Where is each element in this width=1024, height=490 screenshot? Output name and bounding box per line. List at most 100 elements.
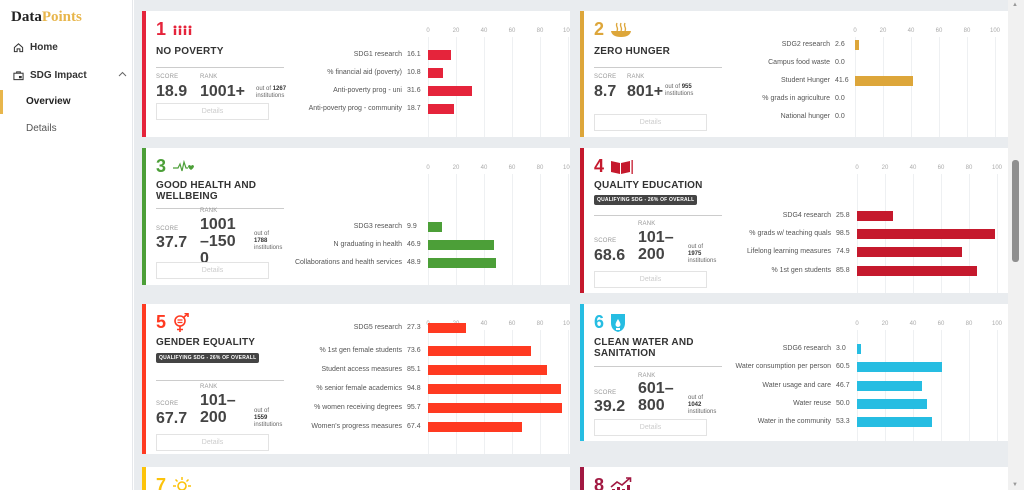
divider	[156, 208, 284, 209]
sdg-title: GENDER EQUALITY	[156, 337, 256, 348]
sdg-color-stripe	[580, 148, 584, 293]
sdg-color-stripe	[142, 467, 146, 490]
institutions-text: institutions	[254, 422, 283, 428]
sidebar-item-sdg-impact[interactable]: SDG Impact	[12, 69, 127, 81]
details-button[interactable]: Details	[156, 434, 269, 451]
metric-value: 27.3	[407, 324, 421, 331]
institutions-text: institutions	[688, 409, 717, 415]
rank-value-text: 601–800	[638, 380, 674, 414]
sidebar-item-home-label: Home	[30, 41, 58, 53]
grid-line	[484, 37, 485, 137]
score-label: SCORE	[156, 226, 179, 232]
grid-line	[456, 174, 457, 285]
axis-tick-label: 20	[452, 28, 460, 34]
active-indicator	[0, 90, 3, 114]
metric-bar	[428, 240, 494, 250]
sidebar-item-home[interactable]: Home	[12, 41, 58, 53]
metric-label: N graduating in health	[333, 241, 403, 248]
rank-out-of: out of 1975 institutions	[688, 244, 716, 265]
metric-bar	[857, 399, 927, 409]
grid-line	[568, 37, 569, 137]
score-label: SCORE	[156, 401, 179, 407]
scrollbar-thumb[interactable]	[1012, 160, 1019, 262]
grid-line	[969, 330, 970, 441]
details-button[interactable]: Details	[594, 114, 707, 131]
metric-bar	[428, 346, 532, 356]
metric-value: 85.8	[836, 267, 850, 274]
metric-bar	[428, 384, 561, 394]
score-value: 18.9	[156, 83, 188, 100]
metric-label: SDG4 research	[782, 212, 831, 219]
institutions-text: institutions	[254, 245, 283, 251]
scroll-up-arrow-icon[interactable]: ▲	[1012, 2, 1018, 8]
metric-label: % 1st gen female students	[319, 347, 403, 354]
sidebar-item-sdg-impact-label: SDG Impact	[30, 69, 87, 81]
metric-bar	[857, 266, 978, 276]
metrics-bar-chart: 0 20 40 60 80 100 SDG1 research 16.1 % financial…	[294, 11, 570, 137]
rank-value-text: 801+	[627, 83, 664, 100]
axis-tick-label: 100	[562, 28, 570, 34]
metric-label: Water in the community	[757, 418, 831, 425]
qualifying-badge: QUALIFYING SDG - 26% OF OVERALL	[594, 195, 698, 205]
metric-value: 94.8	[407, 385, 421, 392]
sidebar-item-overview[interactable]: Overview	[26, 96, 71, 107]
sidebar-item-details[interactable]: Details	[26, 123, 57, 134]
out-of-text: out of	[688, 395, 704, 401]
rank-out-of: out of 1267 institutions	[256, 86, 286, 100]
score-label: SCORE	[594, 74, 617, 80]
scroll-down-arrow-icon[interactable]: ▼	[1012, 482, 1018, 488]
divider	[156, 380, 284, 381]
logo-text-points: Points	[41, 9, 82, 25]
details-button[interactable]: Details	[156, 103, 269, 120]
rank-value: 101–200	[638, 229, 678, 263]
main-content: 1 NO POVERTY SCORE 18.9 RANK 1001+ out of 1267…	[134, 0, 1008, 490]
sdg-number: 6	[594, 312, 626, 333]
rank-out-of: out of 955 institutions	[665, 84, 693, 98]
sdg-card-3: 3 GOOD HEALTH AND WELLBEING SCORE 37.7 RANK 1…	[142, 148, 570, 285]
metric-label: SDG5 research	[353, 324, 402, 331]
axis-tick-label: 80	[965, 321, 973, 327]
chevron-up-icon[interactable]	[118, 69, 127, 79]
axis-tick-label: 0	[855, 165, 859, 171]
sdg-card-1: 1 NO POVERTY SCORE 18.9 RANK 1001+ out of 1267…	[142, 11, 570, 137]
axis-tick-label: 100	[562, 321, 570, 327]
details-button[interactable]: Details	[156, 262, 269, 279]
metric-value: 73.6	[407, 347, 421, 354]
metric-bar	[857, 344, 862, 354]
sdg-number-text: 5	[156, 312, 167, 332]
metric-label: National hunger	[780, 113, 830, 120]
rank-total: 1267	[272, 86, 287, 92]
details-button[interactable]: Details	[594, 271, 707, 288]
metric-value: 0.0	[835, 95, 845, 102]
metric-label: Campus food waste	[768, 59, 830, 66]
metric-value: 10.8	[407, 69, 421, 76]
sdg-number: 3	[156, 156, 196, 177]
metrics-bar-chart: 0 20 40 60 80 100 SDG3 research 9.9 N graduating…	[294, 148, 570, 285]
axis-tick-label: 40	[480, 28, 488, 34]
metric-value: 9.9	[407, 223, 417, 230]
book-icon	[604, 159, 634, 175]
out-of-text: out of	[665, 84, 681, 90]
out-of-text: out of	[254, 408, 270, 414]
rank-value-text: 1001–1500	[200, 216, 236, 267]
score-value: 39.2	[594, 398, 626, 415]
metric-value: 46.7	[836, 382, 850, 389]
sdg-title: GOOD HEALTH AND WELLBEING	[156, 180, 257, 202]
sdg-color-stripe	[142, 148, 146, 285]
gender-icon	[166, 312, 190, 333]
rank-label: RANK	[638, 221, 656, 227]
metric-value: 74.9	[836, 248, 850, 255]
axis-tick-label: 20	[881, 165, 889, 171]
sidebar: DataPoints Home SDG Impact Overview Deta…	[0, 0, 133, 490]
vertical-scrollbar[interactable]: ▲ ▼	[1008, 0, 1024, 490]
bowl-icon	[604, 22, 632, 38]
logo[interactable]: DataPoints	[11, 9, 82, 26]
axis-tick-label: 60	[508, 321, 516, 327]
metric-value: 25.8	[836, 212, 850, 219]
metric-label: Lifelong learning measures	[746, 248, 831, 255]
score-label: SCORE	[594, 238, 617, 244]
sdg-number-text: 1	[156, 19, 167, 39]
metric-label: Women's progress measures	[311, 423, 402, 430]
details-button[interactable]: Details	[594, 419, 707, 436]
axis-tick-label: 80	[536, 321, 544, 327]
